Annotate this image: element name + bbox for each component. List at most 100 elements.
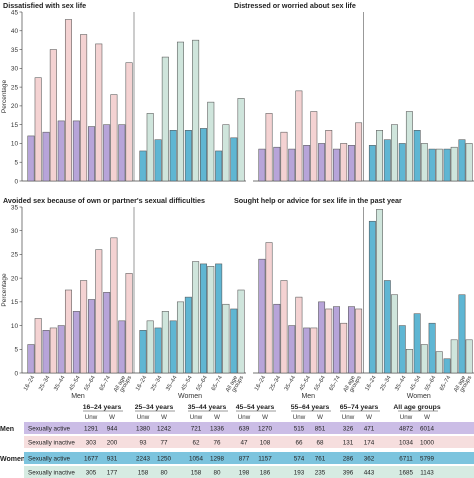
bar-men-inactive <box>80 34 88 182</box>
table-cell-w: 1143 <box>420 470 434 477</box>
bar-women-active <box>230 137 238 182</box>
bar-men-active <box>348 306 355 374</box>
bar-men-active <box>258 258 266 374</box>
bar-women-active <box>230 308 238 374</box>
bar-women-active <box>169 130 177 182</box>
table-cell-unw: 286 <box>343 456 354 463</box>
x-tick-label: 16–24 <box>364 374 378 392</box>
bar-men-inactive <box>280 131 288 182</box>
bar-men-inactive <box>325 308 333 374</box>
bar-women-active <box>169 320 177 374</box>
bar-men-active <box>303 145 311 182</box>
table-cell-unw: 1054 <box>189 456 204 463</box>
table-row-band <box>24 452 474 464</box>
y-tick-label: 20 <box>11 103 19 110</box>
bar-women-inactive <box>161 56 169 182</box>
bar-men-inactive <box>325 130 333 182</box>
bar-men-active <box>27 135 35 182</box>
table-row-label: Sexually active <box>28 426 70 433</box>
bar-women-inactive <box>450 146 458 182</box>
table-cell-w: 1250 <box>157 456 172 463</box>
bar-women-inactive <box>435 351 443 374</box>
bar-women-active <box>383 280 391 374</box>
x-tick-label: 45–54 <box>299 374 313 392</box>
bar-women-inactive <box>420 143 428 182</box>
table-col-label-w: W <box>366 414 372 421</box>
bar-men-active <box>72 120 80 182</box>
bar-women-inactive <box>450 339 458 374</box>
y-tick-label: 20 <box>11 275 19 282</box>
table-cell-unw: 1677 <box>84 456 99 463</box>
chart-panel-4: Sought help or advice for sex life in th… <box>234 196 474 400</box>
bar-women-active <box>139 330 147 374</box>
bar-women-inactive <box>435 148 443 182</box>
x-tick-label: 25–34 <box>269 374 283 392</box>
bar-women-active <box>368 145 376 182</box>
table-row-label: Sexually inactive <box>28 470 75 477</box>
table-cell-unw: 47 <box>240 440 248 447</box>
y-tick-label: 10 <box>11 141 19 148</box>
table-cell-w: 851 <box>315 426 326 433</box>
bar-men-active <box>118 124 126 182</box>
x-tick-label: 35–44 <box>165 374 179 392</box>
bar-women-inactive <box>237 98 245 182</box>
table-cell-unw: 193 <box>294 470 305 477</box>
x-tick-label: 65–74 <box>99 374 113 392</box>
bar-women-inactive <box>192 261 200 374</box>
bar-women-active <box>413 313 421 374</box>
bar-men-active <box>103 292 111 374</box>
table-cell-unw: 93 <box>139 440 147 447</box>
bar-men-inactive <box>310 111 318 182</box>
table-cell-unw: 1685 <box>399 470 414 477</box>
bar-women-inactive <box>146 320 154 374</box>
table-cell-unw: 1291 <box>84 426 99 433</box>
bar-men-inactive <box>34 77 42 182</box>
bar-women-inactive <box>207 266 215 374</box>
table-col-label-unw: Unw <box>293 414 306 421</box>
x-tick-label: 55–64 <box>196 374 210 392</box>
bar-women-inactive <box>405 111 413 182</box>
bar-women-inactive <box>237 289 245 374</box>
chart-title: Sought help or advice for sex life in th… <box>234 196 402 205</box>
bar-men-active <box>273 146 281 182</box>
table-age-header: 65–74 years <box>340 404 379 411</box>
table-row-label: Sexually inactive <box>28 440 75 447</box>
bar-men-active <box>333 306 340 374</box>
bar-men-inactive <box>355 308 363 374</box>
table-col-label-w: W <box>317 414 323 421</box>
bar-men-inactive <box>64 289 72 374</box>
x-tick-label: 16–24 <box>135 374 149 392</box>
table-cell-w: 174 <box>364 440 375 447</box>
bar-men-inactive <box>295 296 303 374</box>
x-tick-label: 45–54 <box>68 374 82 392</box>
bar-women-inactive <box>465 143 473 182</box>
table-cell-w: 80 <box>160 470 168 477</box>
bar-women-active <box>154 327 162 374</box>
bar-men-inactive <box>110 237 118 374</box>
y-axis-label: Percentage <box>1 79 8 113</box>
bar-women-active <box>458 139 466 182</box>
x-tick-label: 55–64 <box>314 374 328 392</box>
table-cell-w: 177 <box>107 470 118 477</box>
bar-women-active <box>154 139 162 182</box>
bar-women-inactive <box>391 294 398 374</box>
bar-men-active <box>88 299 96 374</box>
bar-men-inactive <box>265 242 273 374</box>
table-cell-unw: 721 <box>191 426 202 433</box>
bar-women-inactive <box>176 41 184 182</box>
table-col-label-unw: Unw <box>137 414 150 421</box>
bar-men-active <box>88 126 96 182</box>
table-cell-unw: 515 <box>294 426 305 433</box>
y-tick-label: 0 <box>14 370 18 377</box>
x-tick-label: 35–44 <box>284 374 298 392</box>
table-col-label-w: W <box>161 414 167 421</box>
table-cell-unw: 396 <box>343 470 354 477</box>
table-col-label-w: W <box>424 414 430 421</box>
table-cell-unw: 62 <box>192 440 200 447</box>
bar-women-inactive <box>146 113 154 182</box>
bar-men-inactive <box>125 62 133 182</box>
x-tick-label: 25–34 <box>379 374 393 392</box>
table-col-label-w: W <box>214 414 220 421</box>
bar-men-inactive <box>280 280 288 374</box>
bar-women-inactive <box>420 344 428 374</box>
